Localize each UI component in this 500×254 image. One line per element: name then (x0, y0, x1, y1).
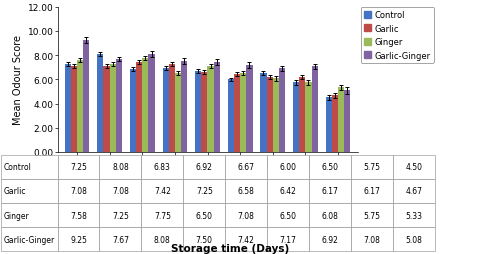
Text: Storage time (Days): Storage time (Days) (171, 244, 289, 253)
Bar (98, 55, 103, 152)
Bar (293, 83, 299, 152)
Bar (332, 96, 338, 152)
Bar (272, 79, 279, 152)
Bar (84, 41, 89, 152)
Bar (326, 98, 332, 152)
Bar (344, 91, 350, 152)
Bar (77, 61, 84, 152)
Bar (195, 72, 202, 152)
Bar (240, 74, 246, 152)
Bar (299, 78, 306, 152)
Bar (110, 65, 116, 152)
Bar (71, 67, 77, 152)
Bar (130, 70, 136, 152)
Bar (306, 83, 312, 152)
Y-axis label: Mean Odour Score: Mean Odour Score (14, 35, 24, 125)
Bar (162, 69, 168, 152)
Bar (266, 78, 272, 152)
Bar (312, 67, 318, 152)
Bar (168, 65, 175, 152)
Bar (208, 67, 214, 152)
Bar (104, 67, 110, 152)
Bar (246, 66, 252, 152)
Bar (214, 63, 220, 152)
Bar (64, 65, 71, 152)
Bar (175, 74, 181, 152)
Bar (279, 69, 285, 152)
Bar (228, 80, 234, 152)
Bar (181, 62, 188, 152)
Legend: Control, Garlic, Ginger, Garlic-Ginger: Control, Garlic, Ginger, Garlic-Ginger (360, 8, 434, 64)
Bar (234, 75, 240, 152)
Bar (116, 60, 122, 152)
Bar (142, 59, 148, 152)
Bar (148, 55, 154, 152)
Bar (338, 88, 344, 152)
Bar (202, 73, 207, 152)
Bar (136, 63, 142, 152)
Bar (260, 74, 266, 152)
